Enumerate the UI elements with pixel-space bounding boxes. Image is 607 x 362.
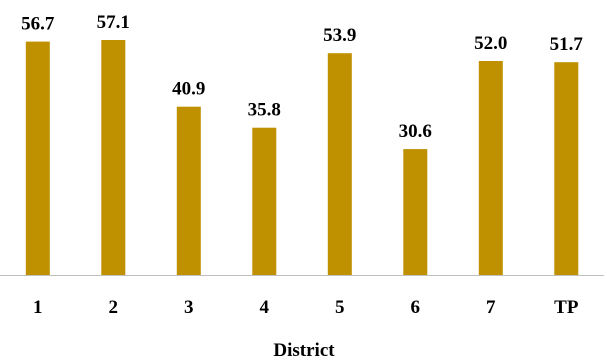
x-tick-label-2: 2 [109, 297, 119, 318]
x-tick-label-3: 3 [184, 297, 194, 318]
x-tick-label-5: 5 [335, 297, 345, 318]
x-tick-label-TP: TP [554, 297, 579, 318]
data-label-TP: 51.7 [550, 34, 584, 55]
x-tick-labels-group: 1 2 3 4 5 6 7 TP [33, 297, 579, 318]
bar-1 [25, 41, 50, 275]
x-tick-label-4: 4 [260, 297, 270, 318]
bar-2 [101, 40, 126, 275]
bar-3 [176, 106, 201, 275]
bars-group [25, 40, 579, 276]
data-label-1: 56.7 [21, 14, 55, 35]
data-label-6: 30.6 [399, 121, 432, 142]
x-tick-label-1: 1 [33, 297, 43, 318]
data-label-5: 53.9 [323, 25, 356, 46]
data-label-7: 52.0 [474, 33, 507, 54]
data-label-4: 35.8 [248, 100, 281, 121]
bar-7 [478, 61, 503, 275]
x-tick-label-6: 6 [411, 297, 421, 318]
data-label-3: 40.9 [172, 79, 205, 100]
x-axis-title: District [273, 340, 335, 361]
x-tick-label-7: 7 [486, 297, 496, 318]
bar-4 [252, 127, 277, 275]
data-label-2: 57.1 [97, 12, 130, 33]
data-labels-group: 56.7 57.1 40.9 35.8 53.9 30.6 52.0 51.7 [21, 12, 583, 142]
bar-TP [554, 62, 579, 276]
bar-5 [327, 53, 352, 276]
bar-6 [403, 149, 428, 275]
